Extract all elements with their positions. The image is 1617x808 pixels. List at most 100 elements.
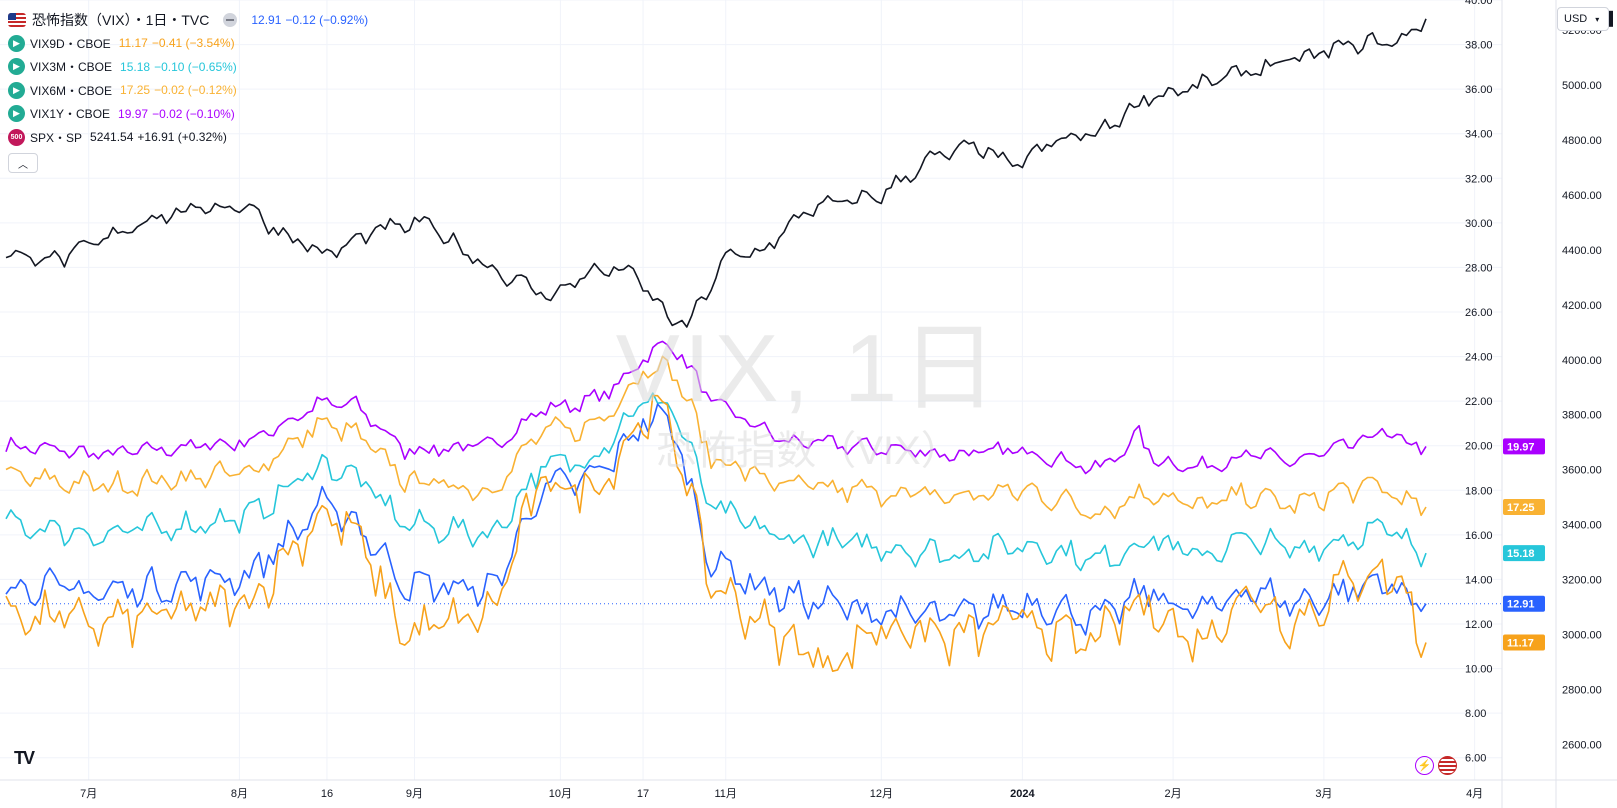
legend-value: 11.17 xyxy=(118,36,148,51)
legend-symbol: SPX・SP xyxy=(30,130,83,145)
price-tag xyxy=(1503,545,1545,562)
y-left-tick-label: 16.00 xyxy=(1465,530,1493,542)
y-right-tick-label: 3200.00 xyxy=(1562,575,1602,587)
x-tick-label: 16 xyxy=(321,788,333,800)
legend-row-vix9d[interactable]: ▶ VIX9D・CBOE 11.17 −0.41 (−3.54%) xyxy=(8,32,372,56)
y-left-tick-label: 38.00 xyxy=(1465,40,1493,52)
x-tick-label: 9月 xyxy=(406,788,423,800)
legend-symbol: VIX1Y・CBOE xyxy=(30,107,111,122)
y-left-tick-label: 28.00 xyxy=(1465,262,1493,274)
y-right-tick-label: 4000.00 xyxy=(1562,355,1602,367)
us-flag-icon[interactable] xyxy=(1438,756,1457,775)
y-right-tick-label: 4800.00 xyxy=(1562,135,1602,147)
legend-change: −0.02 (−0.12%) xyxy=(154,83,237,98)
legend-symbol: VIX6M・CBOE xyxy=(30,83,113,98)
currency-label: USD xyxy=(1564,13,1588,25)
y-right-tick-label: 3800.00 xyxy=(1562,410,1602,422)
legend-symbol: VIX9D・CBOE xyxy=(30,36,111,51)
series-line xyxy=(5,355,1427,520)
price-tag-label: 11.17 xyxy=(1507,637,1534,649)
collapse-legend-button[interactable]: ︿ xyxy=(8,153,38,173)
main-series-price: 12.91 xyxy=(251,12,282,27)
lightning-icon[interactable]: ⚡ xyxy=(1415,756,1434,775)
price-tag xyxy=(1503,438,1545,455)
x-tick-label: 11月 xyxy=(715,788,737,800)
y-right-tick-label: 3400.00 xyxy=(1562,520,1602,532)
x-tick-label: 4月 xyxy=(1466,788,1483,800)
price-tag-label: 12.91 xyxy=(1507,599,1535,611)
legend-symbol: VIX3M・CBOE xyxy=(30,60,113,75)
y-left-tick-label: 30.00 xyxy=(1465,218,1493,230)
x-tick-label: 12月 xyxy=(870,788,893,800)
chevron-up-icon: ︿ xyxy=(18,159,28,171)
series-line xyxy=(5,340,1427,475)
price-tag xyxy=(1503,499,1545,515)
legend-change: +16.91 (+0.32%) xyxy=(137,130,227,145)
legend-change: −0.02 (−0.10%) xyxy=(152,106,235,121)
y-left-tick-label: 8.00 xyxy=(1465,708,1486,720)
y-right-tick-label: 5000.00 xyxy=(1562,80,1602,92)
y-left-tick-label: 6.00 xyxy=(1465,753,1486,765)
series-line xyxy=(5,403,1427,636)
arrow-right-icon[interactable]: ▶ xyxy=(8,58,25,76)
legend-row-vix6m[interactable]: ▶ VIX6M・CBOE 17.25 −0.02 (−0.12%) xyxy=(8,79,372,103)
main-series-header[interactable]: 恐怖指数（VIX）・1日・TVC 12.91 −0.12 (−0.92%) xyxy=(8,8,372,32)
legend-value: 5241.54 xyxy=(90,130,134,145)
price-tag xyxy=(1503,634,1545,651)
y-right-tick-label: 2600.00 xyxy=(1562,739,1602,751)
x-tick-label: 17 xyxy=(637,788,649,800)
main-series-title[interactable]: 恐怖指数（VIX）・1日・TVC xyxy=(32,11,210,28)
y-left-tick-label: 24.00 xyxy=(1465,352,1493,364)
chevron-down-icon: ▾ xyxy=(1595,14,1600,24)
legend-change: −0.10 (−0.65%) xyxy=(154,59,237,74)
legend-row-vix1y[interactable]: ▶ VIX1Y・CBOE 19.97 −0.02 (−0.10%) xyxy=(8,102,372,126)
us-flag-icon xyxy=(8,12,26,27)
y-left-tick-label: 12.00 xyxy=(1465,619,1493,631)
y-left-tick-label: 26.00 xyxy=(1465,307,1493,319)
x-tick-label: 2024 xyxy=(1010,788,1035,800)
price-tag-label: 15.18 xyxy=(1507,548,1535,560)
currency-select[interactable]: USD ▾ xyxy=(1557,7,1609,31)
y-right-tick-label: 2800.00 xyxy=(1562,684,1602,696)
y-left-tick-label: 20.00 xyxy=(1465,441,1493,453)
y-right-tick-label: 4200.00 xyxy=(1562,300,1602,312)
y-left-tick-label: 32.00 xyxy=(1465,173,1493,185)
y-left-tick-label: 10.00 xyxy=(1465,664,1493,676)
series-line xyxy=(5,394,1427,672)
x-tick-label: 8月 xyxy=(231,788,248,800)
y-left-tick-label: 34.00 xyxy=(1465,129,1493,141)
y-right-tick-label: 4400.00 xyxy=(1562,245,1602,257)
legend-row-vix3m[interactable]: ▶ VIX3M・CBOE 15.18 −0.10 (−0.65%) xyxy=(8,55,372,79)
legend-value: 19.97 xyxy=(118,106,149,121)
y-right-tick-label: 3600.00 xyxy=(1562,465,1602,477)
x-tick-label: 7月 xyxy=(80,788,97,800)
visibility-toggle-icon[interactable] xyxy=(223,12,238,27)
arrow-right-icon[interactable]: ▶ xyxy=(8,105,25,123)
y-left-tick-label: 22.00 xyxy=(1465,396,1493,408)
x-tick-label: 3月 xyxy=(1315,788,1332,800)
y-left-tick-label: 18.00 xyxy=(1465,485,1493,497)
arrow-right-icon[interactable]: ▶ xyxy=(8,81,25,99)
legend-change: −0.41 (−3.54%) xyxy=(151,36,235,51)
arrow-right-icon[interactable]: ▶ xyxy=(8,34,25,52)
legend-panel: 恐怖指数（VIX）・1日・TVC 12.91 −0.12 (−0.92%) ▶ … xyxy=(8,8,372,173)
main-series-change: −0.12 (−0.92%) xyxy=(285,12,369,27)
y-left-tick-label: 40.00 xyxy=(1465,0,1493,7)
x-tick-label: 10月 xyxy=(549,788,572,800)
price-tag xyxy=(1503,595,1545,612)
legend-value: 17.25 xyxy=(120,83,151,98)
y-left-tick-label: 36.00 xyxy=(1465,84,1493,96)
series-line xyxy=(5,392,1427,572)
y-right-tick-label: 4600.00 xyxy=(1562,190,1602,202)
tradingview-logo[interactable]: TV xyxy=(14,748,35,768)
price-tag-label: 17.25 xyxy=(1507,502,1535,514)
y-left-tick-label: 14.00 xyxy=(1465,574,1493,586)
y-right-tick-label: 3000.00 xyxy=(1562,629,1602,641)
spx-500-icon[interactable]: 500 xyxy=(8,128,25,146)
series-line xyxy=(5,18,1427,328)
price-tag-label: 19.97 xyxy=(1507,441,1535,453)
legend-value: 15.18 xyxy=(120,59,151,74)
legend-row-spx[interactable]: 500 SPX・SP 5241.54 +16.91 (+0.32%) xyxy=(8,126,372,150)
